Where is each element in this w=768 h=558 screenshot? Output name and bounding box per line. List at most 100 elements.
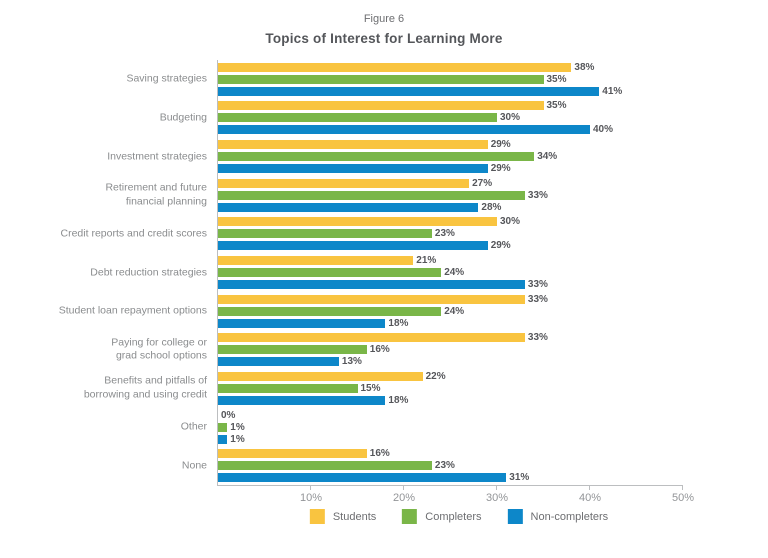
bar-completers [218,190,525,200]
bar-line: 41% [218,85,683,97]
x-axis-tick [496,485,497,490]
bar-students [218,449,367,459]
legend-item-completers: Completers [402,509,482,524]
bar-non-completers [218,125,590,135]
bar-completers [218,461,432,471]
value-label: 23% [434,460,455,472]
bar-completers [218,345,367,355]
x-axis-tick [403,485,404,490]
bar-non-completers [218,202,479,212]
plot-area: Saving strategies 38% 35% 41% Budgeting 35% 30… [59,60,694,504]
bar-completers [218,268,442,278]
value-label: 34% [537,151,558,163]
category-label: Credit reports and credit scores [60,227,207,240]
bar-students [218,140,488,150]
bar-line: 27% [218,177,683,189]
legend-swatch-icon [507,509,523,524]
bar-non-completers [218,164,488,174]
value-label: 16% [369,344,390,356]
legend-item-students: Students [309,509,377,524]
bar-completers [218,74,544,84]
x-axis-tick-label: 50% [671,492,695,504]
value-label: 28% [481,201,502,213]
value-label: 33% [527,189,548,201]
bar-line: 23% [218,229,683,239]
value-label: 30% [500,112,521,124]
bar-line: 18% [218,394,683,406]
bar-line: 24% [218,268,683,278]
legend-item-non-completers: Non-completers [507,509,609,524]
value-label: 38% [574,61,595,73]
category-label: Paying for college or grad school option… [111,336,207,362]
value-label: 33% [527,332,548,344]
bar-line: 24% [218,305,683,317]
category-row: Debt reduction strategies 21% 24% 33% [90,253,683,292]
value-label: 29% [490,163,511,175]
bar-non-completers [218,473,507,483]
bar-line: 33% [218,293,683,305]
value-label: 16% [369,448,390,460]
x-axis-tick-label: 40% [578,492,602,504]
bar-line: 21% [218,256,683,266]
legend-swatch-icon [309,509,325,524]
category-row: Paying for college or grad school option… [111,330,683,369]
bar-non-completers [218,395,386,405]
figure-number-label: Figure 6 [363,13,405,25]
value-label: 22% [425,370,446,382]
category-row: Benefits and pitfalls of borrowing and u… [84,369,683,408]
category-row: Retirement and future financial planning… [105,176,683,215]
bar-line: 1% [218,422,683,432]
bar-line: 38% [218,61,683,73]
bar-line: 30% [218,112,683,124]
chart-title: Topics of Interest for Learning More [265,31,503,46]
chart-legend: Students Completers Non-completers [309,509,609,524]
legend-label: Non-completers [530,510,609,523]
value-label: 27% [472,177,493,189]
bar-non-completers [218,280,525,290]
bar-line: 16% [218,448,683,460]
bar-students [218,294,525,304]
value-label: 35% [546,100,567,112]
category-label: None [181,459,207,472]
value-label: 15% [360,382,381,394]
bar-completers [218,306,442,316]
value-label: 31% [509,472,530,484]
legend-swatch-icon [402,509,418,524]
bar-line: 15% [218,382,683,394]
bar-students [218,333,525,343]
bar-students [218,371,423,381]
bar-completers [218,422,228,432]
bar-students [218,217,497,227]
bar-line: 16% [218,344,683,356]
legend-label: Students [332,510,377,523]
bar-non-completers [218,241,488,251]
bar-students [218,256,414,266]
value-label: 18% [388,317,409,329]
bar-line: 40% [218,124,683,136]
value-label: 33% [527,293,548,305]
value-label: 40% [593,124,614,136]
x-axis-tick [589,485,590,490]
value-label: 41% [602,85,623,97]
bar-line: 18% [218,317,683,329]
category-row: Other 0% 1% 1% [181,408,683,447]
value-label: 1% [230,433,245,445]
x-axis-tick [682,485,683,490]
bar-line: 35% [218,100,683,112]
bar-completers [218,152,535,162]
value-label: 18% [388,394,409,406]
category-label: Benefits and pitfalls of borrowing and u… [83,375,207,401]
bar-line: 29% [218,139,683,151]
value-label: 29% [490,139,511,151]
bar-completers [218,383,358,393]
category-label: Student loan repayment options [58,304,207,317]
bar-line: 0% [218,409,683,421]
category-row: Saving strategies 38% 35% 41% [126,60,683,99]
value-label: 0% [221,409,236,421]
category-label: Budgeting [159,111,207,124]
category-label: Retirement and future financial planning [105,181,207,208]
value-label: 13% [341,356,362,368]
value-label: 24% [444,305,465,317]
category-row: None 16% 23% 31% [182,446,683,485]
